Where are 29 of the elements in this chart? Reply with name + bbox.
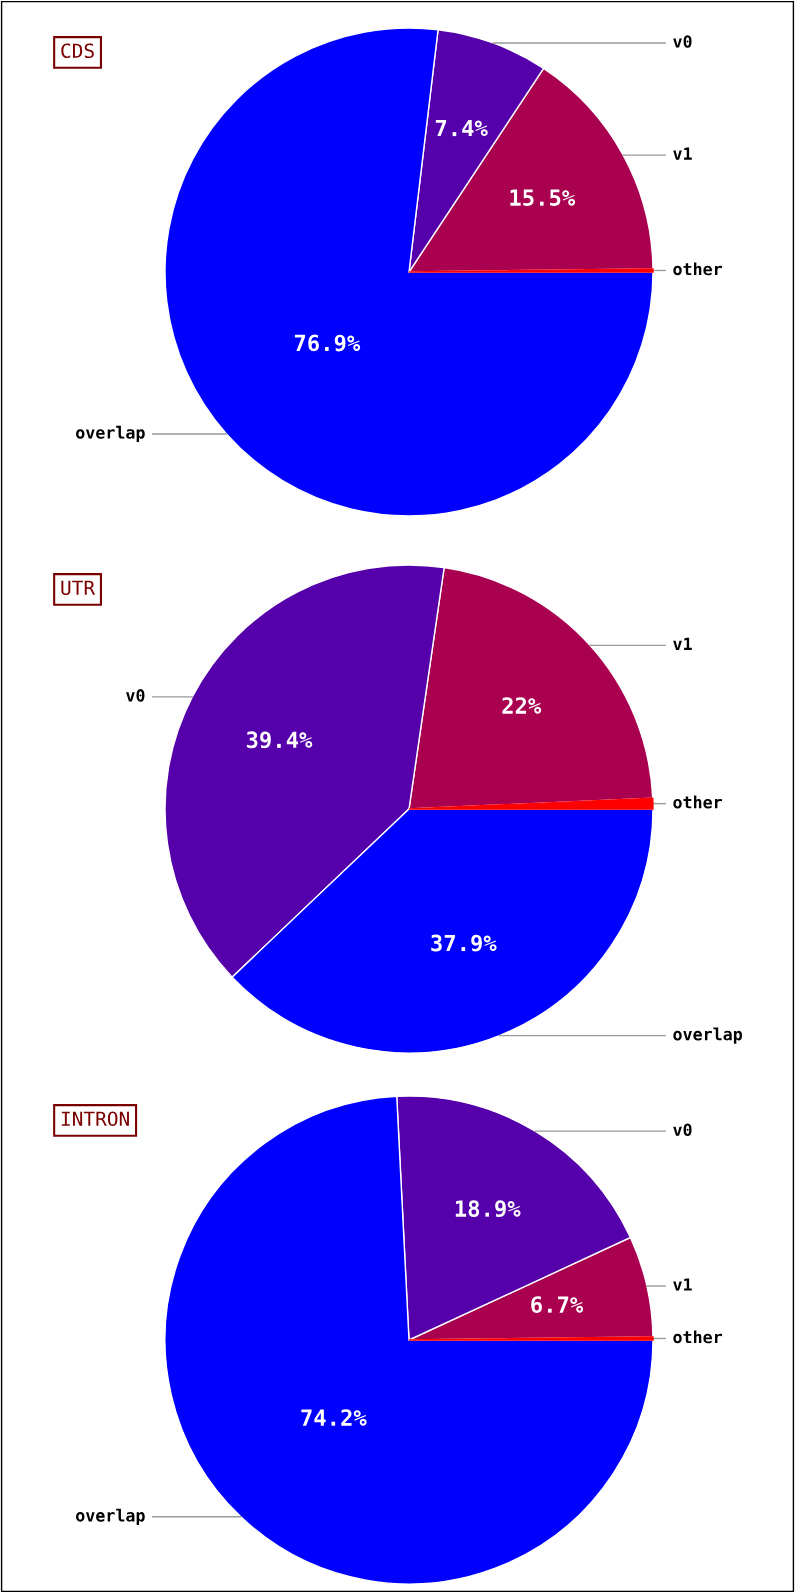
pie-slice <box>408 1336 654 1341</box>
slice-label: other <box>673 262 723 276</box>
slice-label: overlap <box>76 1508 145 1525</box>
data-label: 39.4% <box>246 731 313 749</box>
slice-label: other <box>673 1330 723 1344</box>
pie-slice <box>164 27 654 517</box>
slice-label: v1 <box>673 637 692 650</box>
text: CDS <box>61 43 94 59</box>
data-label: 6.7% <box>531 1296 584 1313</box>
pie-slice <box>408 797 654 810</box>
data-label: 18.9% <box>455 1200 521 1218</box>
data-label: 7.4% <box>435 119 488 137</box>
text: INTRON <box>61 1111 129 1127</box>
data-label: 37.9% <box>431 934 497 952</box>
data-label: 74.2% <box>301 1409 367 1426</box>
pie-slice <box>164 1095 654 1585</box>
data-label: 15.5% <box>510 189 576 206</box>
data-label: 76.9% <box>294 334 361 352</box>
slice-label: v0 <box>673 35 692 48</box>
pie-slice <box>408 268 654 273</box>
slice-label: overlap <box>76 425 145 442</box>
slice-label: v1 <box>673 147 692 160</box>
slice-label: v0 <box>673 1123 692 1136</box>
slice-label: v1 <box>673 1278 692 1291</box>
slice-label: overlap <box>673 1027 743 1044</box>
slice-label: v0 <box>126 689 145 702</box>
text: UTR <box>61 580 96 596</box>
data-label: 22% <box>502 697 542 714</box>
slice-label: other <box>673 795 723 809</box>
